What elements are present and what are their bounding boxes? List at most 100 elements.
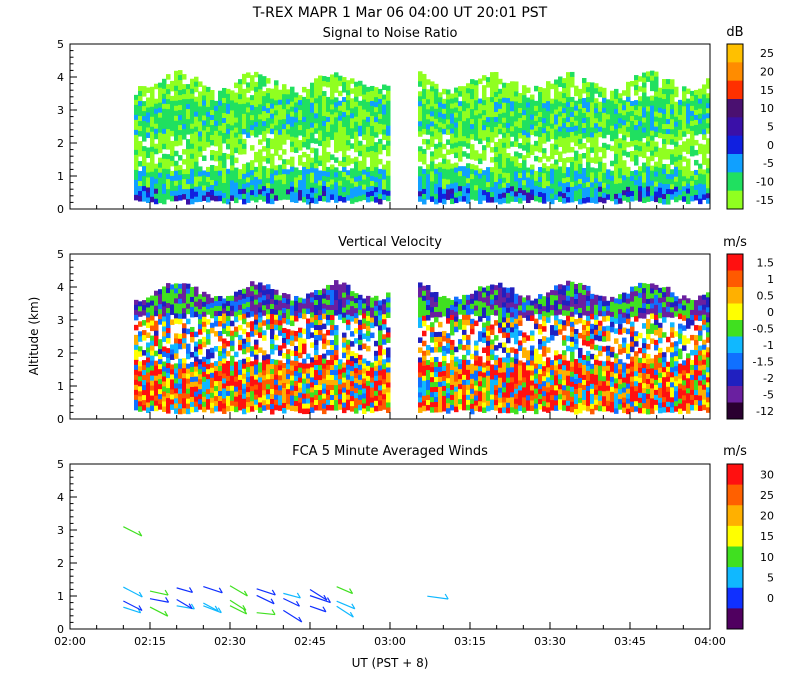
- heatmap-cell: [474, 385, 479, 392]
- heatmap-cell: [274, 369, 279, 376]
- heatmap-cell: [286, 349, 291, 355]
- heatmap-cell: [278, 144, 283, 151]
- heatmap-cell: [418, 302, 423, 308]
- heatmap-cell: [418, 382, 423, 388]
- heatmap-cell: [474, 185, 479, 191]
- heatmap-cell: [270, 324, 275, 330]
- heatmap-cell: [182, 189, 187, 195]
- heatmap-cell: [170, 175, 175, 182]
- heatmap-cell: [510, 312, 515, 318]
- heatmap-cell: [446, 383, 451, 389]
- heatmap-cell: [510, 141, 515, 147]
- heatmap-cell: [282, 179, 287, 185]
- heatmap-cell: [450, 299, 455, 306]
- heatmap-cell: [334, 102, 339, 108]
- heatmap-cell: [258, 332, 263, 338]
- heatmap-cell: [690, 110, 695, 117]
- heatmap-cell: [254, 186, 259, 193]
- heatmap-cell: [514, 136, 519, 142]
- heatmap-cell: [314, 113, 319, 119]
- heatmap-cell: [550, 198, 555, 205]
- heatmap-cell: [238, 189, 243, 195]
- heatmap-cell: [318, 380, 323, 386]
- heatmap-cell: [590, 97, 595, 103]
- heatmap-cell: [514, 116, 519, 122]
- heatmap-cell: [218, 175, 223, 182]
- heatmap-cell: [230, 305, 235, 312]
- heatmap-cell: [466, 379, 471, 386]
- heatmap-cell: [174, 165, 179, 172]
- heatmap-cell: [430, 151, 435, 157]
- heatmap-cell: [458, 379, 463, 385]
- heatmap-cell: [150, 300, 155, 307]
- heatmap-cell: [646, 176, 651, 182]
- heatmap-cell: [326, 121, 331, 128]
- heatmap-cell: [458, 141, 463, 147]
- heatmap-cell: [234, 117, 239, 124]
- heatmap-cell: [206, 294, 211, 300]
- heatmap-cell: [198, 364, 203, 370]
- heatmap-cell: [518, 178, 523, 184]
- heatmap-cell: [250, 130, 255, 136]
- heatmap-cell: [542, 128, 547, 134]
- heatmap-cell: [318, 190, 323, 197]
- heatmap-cell: [162, 301, 167, 307]
- heatmap-cell: [202, 190, 207, 196]
- heatmap-cell: [270, 138, 275, 145]
- heatmap-cell: [486, 310, 491, 317]
- heatmap-cell: [478, 381, 483, 387]
- heatmap-cell: [642, 112, 647, 119]
- heatmap-cell: [242, 183, 247, 190]
- heatmap-cell: [498, 397, 503, 404]
- heatmap-cell: [334, 132, 339, 138]
- heatmap-cell: [234, 326, 239, 333]
- heatmap-cell: [670, 159, 675, 165]
- heatmap-cell: [526, 385, 531, 391]
- heatmap-cell: [538, 384, 543, 390]
- heatmap-cell: [202, 140, 207, 146]
- heatmap-cell: [146, 162, 151, 168]
- heatmap-cell: [434, 381, 439, 388]
- heatmap-cell: [582, 102, 587, 109]
- heatmap-cell: [678, 149, 683, 156]
- heatmap-cell: [310, 172, 315, 179]
- heatmap-cell: [342, 362, 347, 369]
- heatmap-cell: [490, 344, 495, 351]
- heatmap-cell: [314, 98, 319, 104]
- heatmap-cell: [262, 320, 267, 326]
- heatmap-cell: [658, 112, 663, 119]
- heatmap-cell: [566, 147, 571, 153]
- heatmap-cell: [518, 118, 523, 124]
- heatmap-cell: [658, 132, 663, 139]
- heatmap-cell: [314, 289, 319, 296]
- heatmap-cell: [650, 175, 655, 182]
- heatmap-cell: [258, 79, 263, 85]
- heatmap-cell: [322, 146, 327, 152]
- heatmap-cell: [534, 373, 539, 380]
- heatmap-cell: [294, 92, 299, 98]
- heatmap-cell: [278, 89, 283, 96]
- heatmap-cell: [490, 137, 495, 143]
- heatmap-cell: [218, 310, 223, 317]
- heatmap-cell: [214, 376, 219, 382]
- heatmap-cell: [310, 87, 315, 94]
- heatmap-cell: [310, 377, 315, 383]
- heatmap-cell: [382, 334, 387, 340]
- heatmap-cell: [174, 368, 179, 374]
- heatmap-cell: [510, 362, 515, 368]
- heatmap-cell: [334, 187, 339, 193]
- heatmap-cell: [562, 198, 567, 204]
- heatmap-cell: [558, 196, 563, 203]
- heatmap-cell: [538, 324, 543, 330]
- heatmap-cell: [454, 87, 459, 94]
- heatmap-cell: [506, 387, 511, 394]
- heatmap-cell: [338, 294, 343, 300]
- heatmap-cell: [254, 181, 259, 188]
- heatmap-cell: [622, 110, 627, 116]
- heatmap-cell: [426, 104, 431, 110]
- heatmap-cell: [498, 307, 503, 314]
- heatmap-cell: [178, 298, 183, 305]
- heatmap-cell: [190, 331, 195, 338]
- heatmap-cell: [510, 156, 515, 162]
- heatmap-cell: [258, 84, 263, 90]
